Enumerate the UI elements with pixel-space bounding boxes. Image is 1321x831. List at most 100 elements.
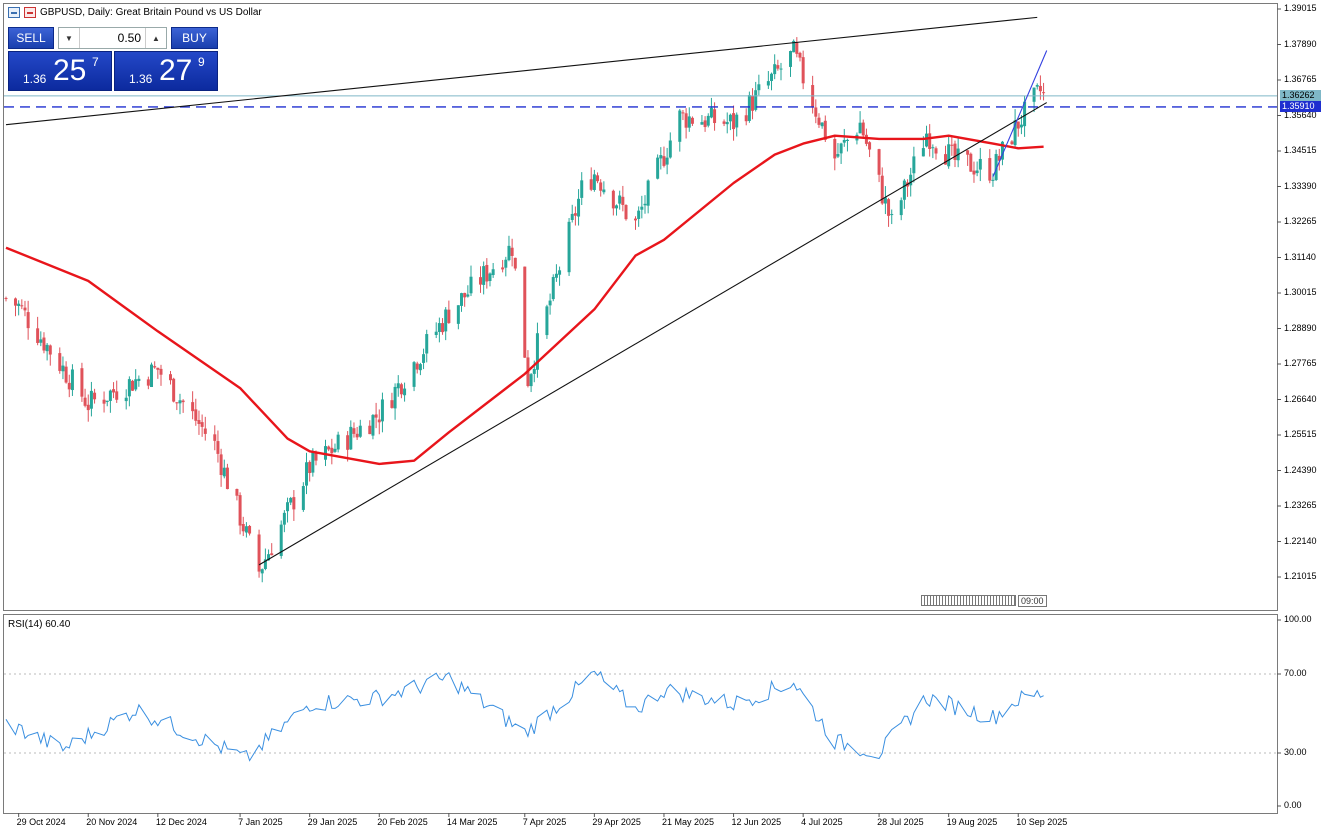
candle (728, 114, 732, 122)
price-tick-label: 1.32265 (1284, 216, 1317, 226)
candle (972, 170, 976, 175)
candle (282, 512, 286, 525)
candle (637, 210, 641, 219)
chart-shift-marker[interactable]: 09:00 (921, 594, 1061, 607)
candle (422, 354, 426, 363)
time-tick-label: 14 Mar 2025 (446, 817, 498, 827)
candle (580, 180, 584, 198)
chart-type-icon[interactable] (24, 7, 36, 18)
trendline-upper[interactable] (5, 16, 1038, 126)
buy-button[interactable]: BUY (171, 27, 218, 49)
time-tick-label: 10 Sep 2025 (1016, 817, 1068, 827)
candle (137, 378, 141, 381)
candle (684, 113, 688, 128)
time-tick-label: 12 Jun 2025 (731, 817, 782, 827)
candle (64, 366, 68, 383)
candle (153, 366, 157, 368)
candle (222, 467, 226, 477)
candle (45, 344, 49, 352)
candle (460, 293, 464, 306)
candle (570, 213, 574, 220)
candle (953, 143, 957, 160)
candle (921, 148, 925, 157)
candle (244, 526, 248, 533)
candle (690, 117, 694, 124)
candle (444, 309, 448, 332)
candle (700, 122, 704, 125)
candle (532, 369, 536, 374)
candle (659, 155, 663, 159)
time-tick-label: 29 Jan 2025 (307, 817, 358, 827)
candle (415, 363, 419, 370)
candle (801, 57, 805, 84)
candle (887, 199, 891, 216)
candle (994, 154, 998, 181)
candle (725, 122, 729, 125)
trendline-lower[interactable] (258, 102, 1048, 566)
moving-average-line[interactable] (5, 134, 1044, 466)
price-chart-pane[interactable] (3, 3, 1278, 611)
candle (589, 179, 593, 190)
lot-increase-icon[interactable]: ▲ (152, 33, 160, 43)
price-tick-label: 1.22140 (1284, 535, 1317, 546)
candle (1019, 124, 1023, 128)
candle (766, 81, 770, 86)
candle (286, 502, 290, 512)
sell-price-main: 25 (53, 54, 87, 87)
candle (883, 197, 887, 204)
trendline-short-term[interactable] (992, 50, 1048, 177)
rsi-pane[interactable] (3, 614, 1278, 814)
candle (336, 434, 340, 450)
candle (42, 337, 46, 351)
price-tick-label: 1.35640 (1284, 109, 1317, 120)
candle (441, 323, 445, 333)
buy-price-sup: 9 (198, 55, 205, 69)
price-tick-label: 1.34515 (1284, 145, 1317, 155)
candle (599, 182, 603, 191)
price-tick-label: 1.30015 (1284, 287, 1317, 297)
candle (646, 180, 650, 206)
candle (178, 400, 182, 404)
candle (1013, 120, 1017, 146)
candle (377, 419, 381, 423)
candle (20, 305, 24, 307)
candle (478, 277, 482, 285)
candle (567, 221, 571, 273)
candle (115, 391, 119, 400)
price-tick-label: 1.39015 (1284, 3, 1317, 13)
candle (418, 364, 422, 371)
candle (706, 115, 710, 126)
price-tick-label: 1.37890 (1284, 38, 1317, 49)
candle (925, 133, 929, 147)
candle (156, 367, 160, 370)
sell-button[interactable]: SELL (8, 27, 54, 49)
candle (124, 397, 128, 402)
time-tick-label: 20 Nov 2024 (86, 817, 138, 827)
candle (678, 110, 682, 142)
lot-size-input[interactable]: ▼ 0.50 ▲ (58, 27, 167, 49)
candle (112, 389, 116, 393)
candle (687, 116, 691, 128)
lot-decrease-icon[interactable]: ▼ (65, 33, 73, 43)
candle (36, 328, 40, 343)
candle (529, 374, 533, 387)
candle (289, 497, 293, 503)
candle (399, 384, 403, 395)
candle (270, 553, 274, 556)
candle (839, 143, 843, 154)
time-tick-label: 20 Feb 2025 (377, 817, 428, 827)
scroll-ticks (921, 595, 1016, 606)
buy-price-button[interactable]: 1.36 27 9 (114, 51, 218, 91)
calendar-icon[interactable] (8, 7, 20, 18)
candle (1038, 85, 1042, 92)
candle (554, 273, 558, 278)
candle (928, 133, 932, 149)
sell-price-button[interactable]: 1.36 25 7 (8, 51, 112, 91)
candle (513, 257, 517, 269)
candle (150, 364, 154, 388)
candle (105, 400, 109, 402)
candle (235, 488, 239, 496)
candle (548, 300, 552, 306)
lot-value[interactable]: 0.50 (79, 28, 146, 48)
candle (668, 140, 672, 158)
